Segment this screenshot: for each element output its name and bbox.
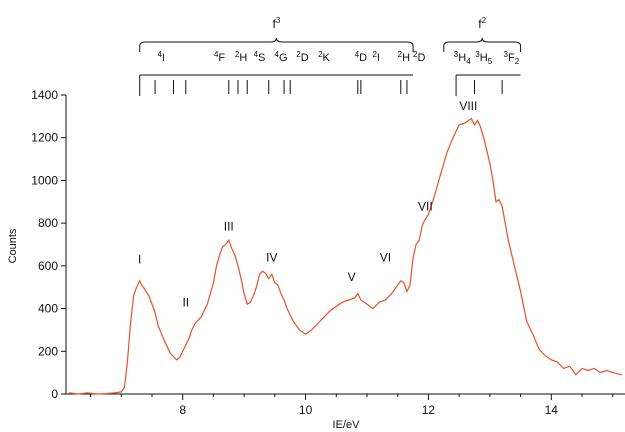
term-label: 4F	[214, 50, 225, 64]
term-label: 4S	[254, 50, 266, 64]
series-line	[69, 117, 623, 395]
term-label: 2K	[318, 50, 330, 64]
peak-label: I	[138, 253, 141, 267]
term-label: 2D	[413, 50, 425, 64]
y-tick-label: 800	[38, 216, 58, 230]
y-tick-label: 400	[38, 302, 58, 316]
term-label: 4D	[355, 50, 367, 64]
y-tick-label: 200	[38, 344, 58, 358]
term-label: 2D	[296, 50, 308, 64]
term-label: 3H5	[475, 50, 492, 66]
peak-label: V	[348, 270, 356, 284]
y-tick-label: 1200	[31, 131, 58, 145]
x-axis: 8 10 12 14	[66, 393, 625, 417]
peak-label: III	[224, 220, 234, 234]
x-tick-label: 14	[545, 403, 559, 417]
peak-label: VIII	[459, 99, 477, 113]
f2-label: f2	[478, 16, 486, 31]
term-label: 3H4	[454, 50, 471, 66]
y-tick-label: 600	[38, 259, 58, 273]
term-label: 2H	[235, 50, 247, 64]
x-tick-label: 8	[179, 403, 186, 417]
f3-brace	[139, 37, 414, 52]
peak-label: IV	[266, 251, 277, 265]
x-tick-label: 12	[422, 403, 436, 417]
x-ticks: 8 10 12 14	[90, 394, 614, 417]
f2-brace	[443, 37, 522, 52]
term-label: 4G	[274, 50, 287, 64]
y-axis: 0 200 400 600 800 1000 1200 1400	[31, 88, 67, 401]
peak-label: VI	[380, 251, 391, 265]
f2-term-ticks	[455, 74, 521, 96]
x-axis-title: IE/eV	[333, 419, 361, 431]
y-ticks: 0 200 400 600 800 1000 1200 1400	[31, 88, 66, 401]
peak-label: II	[182, 295, 189, 309]
term-label: 4I	[157, 50, 165, 64]
y-tick-label: 1400	[31, 88, 58, 102]
y-axis-title: Counts	[7, 228, 19, 263]
peak-label: VII	[418, 199, 433, 213]
y-tick-label: 1000	[31, 173, 58, 187]
term-label: 3F2	[504, 50, 520, 66]
x-tick-label: 10	[299, 403, 313, 417]
term-label: 2H	[398, 50, 410, 64]
term-label: 2I	[372, 50, 380, 64]
f3-term-labels: 4I 4F 2H 4S 4G 2D 2K 4D 2I 2H 2D	[157, 50, 425, 64]
f3-configuration-annotation: f3 4I 4F 2H 4S 4G 2D 2K 4D 2I 2H 2D	[139, 16, 425, 96]
y-tick-label: 0	[51, 387, 58, 401]
f3-term-ticks	[139, 74, 414, 96]
f3-label: f3	[272, 16, 280, 31]
